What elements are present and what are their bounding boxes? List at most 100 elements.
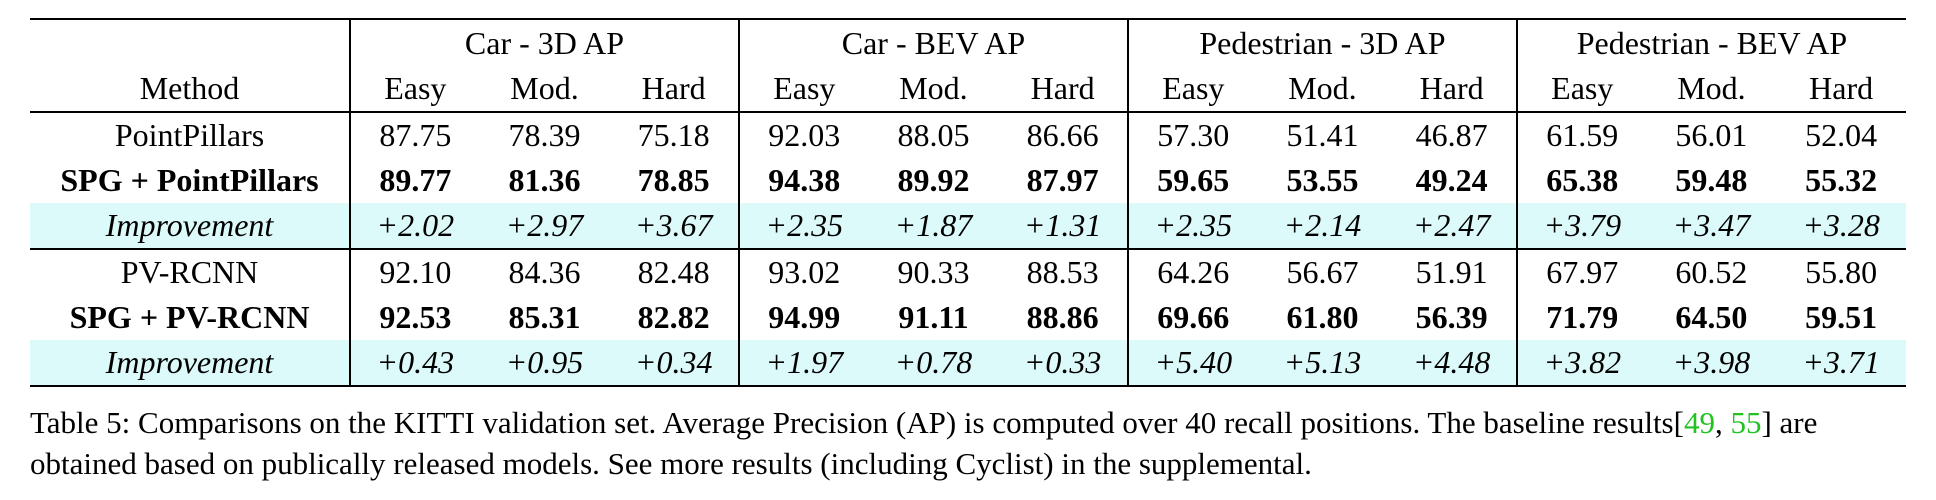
value-cell: +1.31 bbox=[998, 203, 1129, 250]
value-cell: 69.66 bbox=[1157, 299, 1230, 335]
results-table-container: Car - 3D AP Car - BEV AP Pedestrian - 3D… bbox=[30, 18, 1906, 387]
value-cell: 52.04 bbox=[1805, 117, 1878, 153]
value-cell: 51.41 bbox=[1286, 117, 1359, 153]
value-cell: +5.40 bbox=[1127, 340, 1258, 387]
value-cell: +3.67 bbox=[609, 203, 740, 250]
sub-header: Mod. bbox=[1646, 66, 1777, 113]
value-cell: +0.78 bbox=[868, 340, 999, 387]
group-header-ped-bev: Pedestrian - BEV AP bbox=[1516, 18, 1906, 66]
value-cell: 87.75 bbox=[379, 117, 452, 153]
value-cell: 87.97 bbox=[998, 158, 1129, 203]
method-cell: Improvement bbox=[30, 340, 351, 387]
value-cell: 65.38 bbox=[1546, 162, 1619, 198]
improvement-row: Improvement +0.43 +0.95 +0.34 +1.97 +0.78 +0.3… bbox=[30, 340, 1906, 387]
value-cell: +3.47 bbox=[1646, 203, 1777, 250]
method-cell: SPG + PV-RCNN bbox=[30, 295, 351, 340]
citation-link-49[interactable]: 49 bbox=[1683, 405, 1715, 440]
value-cell: +1.87 bbox=[868, 203, 999, 250]
value-cell: +0.33 bbox=[998, 340, 1129, 387]
value-cell: 94.38 bbox=[768, 162, 841, 198]
table-row: SPG + PointPillars 89.77 81.36 78.85 94.38 89… bbox=[30, 158, 1906, 203]
sub-header: Easy bbox=[350, 66, 480, 113]
value-cell: +2.35 bbox=[1127, 203, 1258, 250]
value-cell: 61.59 bbox=[1546, 117, 1619, 153]
value-cell: 64.26 bbox=[1157, 254, 1230, 290]
value-cell: 82.48 bbox=[609, 249, 740, 295]
value-cell: 93.02 bbox=[768, 254, 841, 290]
value-cell: 56.01 bbox=[1675, 117, 1748, 153]
method-header: Method bbox=[30, 66, 351, 113]
value-cell: +2.97 bbox=[479, 203, 610, 250]
value-cell: +0.95 bbox=[479, 340, 610, 387]
value-cell: 88.86 bbox=[998, 295, 1129, 340]
value-cell: +3.82 bbox=[1516, 340, 1647, 387]
value-cell: +3.28 bbox=[1776, 203, 1906, 250]
sub-header: Hard bbox=[1776, 66, 1906, 113]
table-caption: Table 5: Comparisons on the KITTI valida… bbox=[30, 402, 1906, 484]
value-cell: 71.79 bbox=[1546, 299, 1619, 335]
sub-header: Easy bbox=[1516, 66, 1647, 113]
value-cell: 53.55 bbox=[1286, 162, 1359, 198]
value-cell: 92.53 bbox=[379, 299, 452, 335]
method-cell: PV-RCNN bbox=[30, 249, 351, 295]
group-header-ped-3d: Pedestrian - 3D AP bbox=[1127, 18, 1518, 66]
sub-header: Mod. bbox=[868, 66, 999, 113]
table-row: PV-RCNN 92.10 84.36 82.48 93.02 90.33 88.53 64.… bbox=[30, 249, 1906, 295]
value-cell: 85.31 bbox=[508, 299, 581, 335]
improvement-row: Improvement +2.02 +2.97 +3.67 +2.35 +1.87 +1.3… bbox=[30, 203, 1906, 250]
value-cell: +2.35 bbox=[738, 203, 869, 250]
sub-header: Mod. bbox=[1257, 66, 1388, 113]
value-cell: 75.18 bbox=[609, 112, 740, 158]
caption-separator: , bbox=[1714, 405, 1731, 440]
value-cell: +3.79 bbox=[1516, 203, 1647, 250]
value-cell: 90.33 bbox=[897, 254, 970, 290]
value-cell: +2.02 bbox=[350, 203, 480, 250]
value-cell: 56.67 bbox=[1286, 254, 1359, 290]
value-cell: 92.10 bbox=[379, 254, 452, 290]
value-cell: +0.34 bbox=[609, 340, 740, 387]
value-cell: 91.11 bbox=[898, 299, 969, 335]
value-cell: 49.24 bbox=[1387, 158, 1518, 203]
value-cell: 59.51 bbox=[1805, 299, 1878, 335]
value-cell: +4.48 bbox=[1387, 340, 1518, 387]
value-cell: 89.77 bbox=[379, 162, 452, 198]
table-row: PointPillars 87.75 78.39 75.18 92.03 88.05 86.… bbox=[30, 112, 1906, 158]
caption-text-part1: Table 5: Comparisons on the KITTI valida… bbox=[30, 405, 1684, 440]
results-table-body: PointPillars 87.75 78.39 75.18 92.03 88.05 86.… bbox=[30, 112, 1906, 387]
sub-header: Hard bbox=[998, 66, 1129, 113]
value-cell: 64.50 bbox=[1675, 299, 1748, 335]
value-cell: 84.36 bbox=[508, 254, 581, 290]
results-table: Car - 3D AP Car - BEV AP Pedestrian - 3D… bbox=[30, 18, 1906, 387]
value-cell: 61.80 bbox=[1286, 299, 1359, 335]
method-cell: SPG + PointPillars bbox=[30, 158, 351, 203]
value-cell: +3.98 bbox=[1646, 340, 1777, 387]
value-cell: 60.52 bbox=[1675, 254, 1748, 290]
value-cell: 94.99 bbox=[768, 299, 841, 335]
sub-header: Hard bbox=[609, 66, 740, 113]
method-cell: Improvement bbox=[30, 203, 351, 250]
value-cell: 81.36 bbox=[508, 162, 581, 198]
method-header-spacer bbox=[30, 18, 351, 66]
citation-link-55[interactable]: 55 bbox=[1730, 405, 1762, 440]
sub-header-row: Method Easy Mod. Hard Easy Mod. Hard Eas… bbox=[30, 66, 1906, 113]
group-header-car-3d: Car - 3D AP bbox=[350, 18, 740, 66]
value-cell: 88.05 bbox=[897, 117, 970, 153]
value-cell: 92.03 bbox=[768, 117, 841, 153]
value-cell: 55.80 bbox=[1805, 254, 1878, 290]
caption-text-part2: ] are obtained based on publically relea… bbox=[30, 405, 1818, 481]
method-cell: PointPillars bbox=[30, 112, 351, 158]
value-cell: 57.30 bbox=[1157, 117, 1230, 153]
value-cell: +2.14 bbox=[1257, 203, 1388, 250]
value-cell: 55.32 bbox=[1805, 162, 1878, 198]
value-cell: 59.48 bbox=[1675, 162, 1748, 198]
sub-header: Easy bbox=[1127, 66, 1258, 113]
value-cell: 82.82 bbox=[609, 295, 740, 340]
value-cell: 88.53 bbox=[998, 249, 1129, 295]
value-cell: 59.65 bbox=[1157, 162, 1230, 198]
group-header-car-bev: Car - BEV AP bbox=[738, 18, 1129, 66]
value-cell: 51.91 bbox=[1387, 249, 1518, 295]
value-cell: +5.13 bbox=[1257, 340, 1388, 387]
value-cell: +1.97 bbox=[738, 340, 869, 387]
value-cell: 67.97 bbox=[1546, 254, 1619, 290]
value-cell: +2.47 bbox=[1387, 203, 1518, 250]
